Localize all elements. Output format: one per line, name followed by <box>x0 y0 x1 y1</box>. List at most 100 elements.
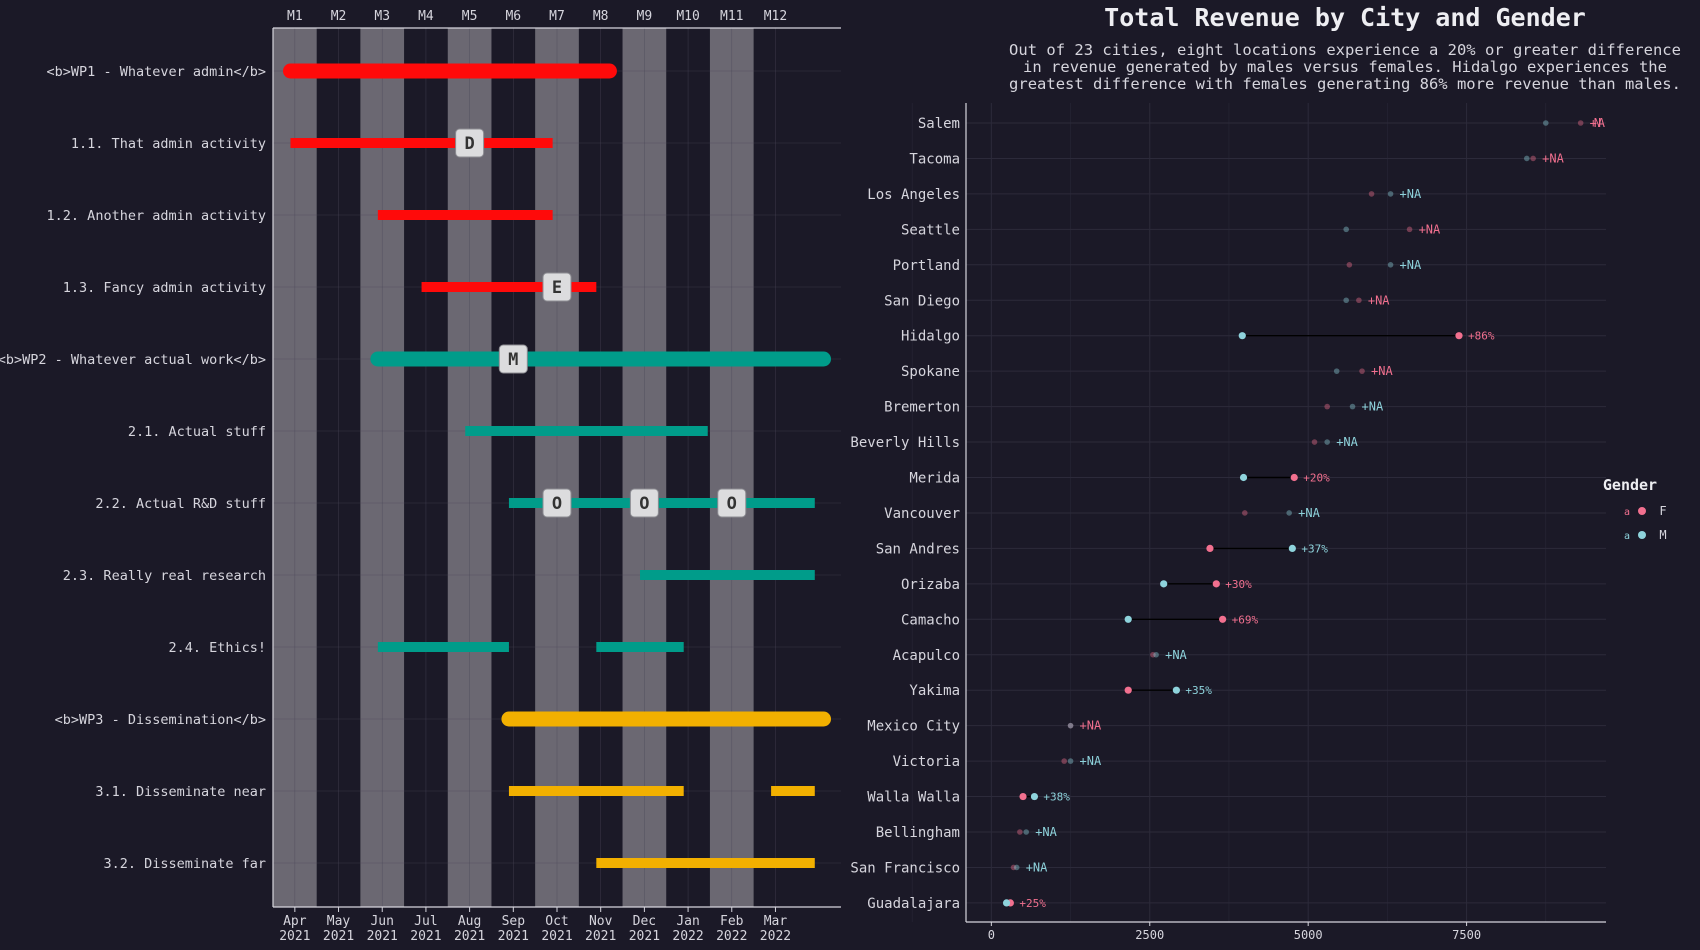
chart-title: Total Revenue by City and Gender <box>1104 3 1586 32</box>
activity-label: <b>WP1 - Whatever admin</b> <box>47 64 266 80</box>
male-point <box>1160 580 1168 588</box>
year-tick: 2021 <box>541 929 572 944</box>
month-number-tick: M12 <box>764 9 787 24</box>
difference-label: +NA <box>1419 222 1441 236</box>
city-label: Guadalajara <box>867 896 960 912</box>
milestone-marker <box>455 128 485 158</box>
city-label: Walla Walla <box>867 790 960 806</box>
female-point <box>1124 686 1132 694</box>
milestone-marker <box>542 272 572 302</box>
legend-swatch-letter-f: a <box>1624 507 1630 518</box>
month-number-tick: M10 <box>676 9 699 24</box>
legend-label-m: M <box>1659 528 1666 542</box>
difference-label: +NA <box>1371 364 1393 378</box>
milestone-label: O <box>552 494 562 514</box>
male-point <box>1343 226 1349 233</box>
activity-label: 1.1. That admin activity <box>71 136 266 152</box>
month-number-tick: M7 <box>549 9 565 24</box>
city-label: Camacho <box>901 612 960 628</box>
month-number-tick: M11 <box>720 9 743 24</box>
month-name-tick: Dec <box>633 914 656 929</box>
activity-label: 2.1. Actual stuff <box>128 424 266 440</box>
activity-label: 2.4. Ethics! <box>168 640 266 656</box>
activity-label: 1.2. Another admin activity <box>47 208 266 224</box>
month-number-tick: M4 <box>418 9 434 24</box>
year-tick: 2021 <box>367 929 398 944</box>
month-number-tick: M2 <box>331 9 347 24</box>
male-point <box>1172 686 1180 694</box>
legend: Gender a F a M <box>1603 476 1667 542</box>
difference-label: +NA <box>1400 187 1422 201</box>
milestone-marker <box>498 344 528 374</box>
city-label: Portland <box>893 258 960 274</box>
legend-label-f: F <box>1659 504 1666 518</box>
month-name-tick: Feb <box>720 914 744 929</box>
month-name-tick: Nov <box>589 914 613 929</box>
year-tick: 2022 <box>716 929 747 944</box>
male-point <box>1324 439 1330 445</box>
city-label: Bremerton <box>884 400 960 416</box>
city-label: Vancouver <box>884 506 960 522</box>
city-label: Acapulco <box>893 648 960 664</box>
activity-label: 3.1. Disseminate near <box>95 784 266 800</box>
difference-label: +NA <box>1590 116 1606 130</box>
male-point <box>1333 368 1340 374</box>
difference-label: +NA <box>1035 825 1057 839</box>
male-point <box>1343 297 1349 304</box>
difference-label: +NA <box>1542 151 1564 165</box>
milestone-label: O <box>727 494 737 514</box>
city-label: Tacoma <box>909 151 960 167</box>
city-label: Orizaba <box>901 577 960 593</box>
male-point <box>1239 473 1248 482</box>
month-number-tick: M1 <box>287 9 303 24</box>
revenue-dumbbell-chart: Total Revenue by City and Gender Out of … <box>850 3 1681 942</box>
city-label: Mexico City <box>867 719 960 735</box>
year-tick: 2021 <box>629 929 660 944</box>
difference-label: +NA <box>1080 754 1102 768</box>
x-tick-label: 7500 <box>1452 928 1481 942</box>
year-tick: 2022 <box>672 929 703 944</box>
difference-label: +NA <box>1080 719 1102 733</box>
difference-label: +NA <box>1026 860 1048 874</box>
female-point <box>1290 473 1298 482</box>
female-point <box>1150 651 1156 658</box>
month-name-tick: Sep <box>502 914 526 929</box>
difference-label: +NA <box>1336 435 1358 449</box>
month-name-tick: Aug <box>458 914 481 929</box>
male-point <box>1387 262 1394 268</box>
difference-label: +NA <box>1298 506 1320 520</box>
male-point <box>1238 332 1246 340</box>
female-point <box>1219 615 1227 623</box>
female-point <box>1359 368 1365 374</box>
female-point <box>1346 262 1353 268</box>
milestone-label: E <box>552 278 562 298</box>
milestone-label: O <box>639 494 649 514</box>
year-tick: 2021 <box>454 929 485 944</box>
female-point <box>1324 403 1330 410</box>
difference-label: +69% <box>1232 613 1259 626</box>
difference-label: +30% <box>1225 578 1252 591</box>
month-number-tick: M6 <box>505 9 521 24</box>
milestone-marker <box>542 488 572 518</box>
city-label: Spokane <box>901 364 960 380</box>
male-point <box>1013 864 1020 871</box>
city-label: San Andres <box>876 541 960 557</box>
year-tick: 2021 <box>585 929 616 944</box>
x-tick-label: 0 <box>988 928 995 942</box>
male-point <box>1523 155 1530 162</box>
month-number-tick: M3 <box>374 9 390 24</box>
female-point <box>1455 332 1463 340</box>
month-name-tick: Jun <box>370 914 393 929</box>
female-point <box>1019 792 1027 801</box>
female-point <box>1356 297 1362 304</box>
city-label: Hidalgo <box>901 329 960 345</box>
month-number-tick: M9 <box>637 9 653 24</box>
male-point <box>1023 829 1029 835</box>
female-point <box>1061 758 1068 764</box>
male-point <box>1349 403 1356 410</box>
city-label: Merida <box>909 471 960 487</box>
month-name-tick: May <box>327 914 351 929</box>
city-label: Beverly Hills <box>850 435 960 451</box>
female-point <box>1577 120 1584 126</box>
legend-swatch-f <box>1638 507 1646 515</box>
